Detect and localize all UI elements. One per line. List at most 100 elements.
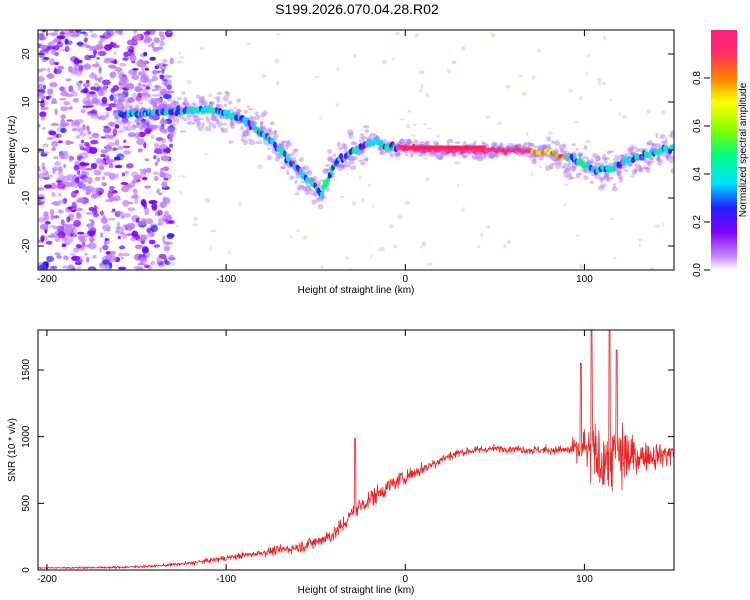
y-tick-label: 0 bbox=[21, 147, 32, 153]
spectral-speckle bbox=[63, 101, 71, 106]
spectral-halo bbox=[165, 103, 171, 108]
spectral-halo bbox=[558, 143, 566, 150]
spectral-halo bbox=[147, 99, 154, 105]
spectral-speckle bbox=[421, 241, 427, 247]
spectral-halo bbox=[538, 144, 545, 151]
spectral-halo bbox=[430, 151, 437, 155]
spectral-speckle bbox=[53, 45, 60, 51]
spectral-halo bbox=[202, 100, 208, 104]
spectral-halo bbox=[286, 141, 292, 148]
spectral-speckle bbox=[136, 122, 141, 126]
spectral-speckle bbox=[53, 30, 59, 33]
spectral-speckle bbox=[153, 37, 160, 44]
spectral-speckle bbox=[77, 266, 81, 270]
spectral-speckle bbox=[45, 171, 49, 176]
spectral-halo bbox=[601, 154, 607, 160]
spectral-speckle bbox=[53, 156, 59, 160]
spectral-speckle bbox=[218, 127, 223, 130]
spectral-halo bbox=[518, 143, 522, 147]
spectral-speckle bbox=[168, 143, 174, 148]
spectral-speckle bbox=[530, 172, 534, 177]
spectral-halo bbox=[124, 103, 131, 109]
spectral-halo bbox=[487, 152, 492, 159]
spectral-halo bbox=[341, 163, 346, 168]
spectral-speckle bbox=[94, 176, 101, 181]
spectral-speckle bbox=[50, 265, 58, 269]
spectral-speckle bbox=[119, 62, 127, 67]
spectral-speckle bbox=[63, 122, 70, 127]
spectral-speckle bbox=[140, 107, 148, 111]
spectral-speckle bbox=[454, 160, 460, 165]
spectral-speckle bbox=[49, 58, 55, 66]
spectral-speckle bbox=[101, 182, 107, 187]
spectral-speckle bbox=[70, 33, 80, 38]
spectral-speckle bbox=[183, 101, 186, 105]
spectral-halo bbox=[602, 157, 607, 161]
spectral-speckle bbox=[204, 198, 211, 204]
spectral-speckle bbox=[84, 168, 93, 171]
spectral-halo bbox=[655, 143, 661, 148]
spectral-speckle bbox=[144, 127, 152, 135]
x-tick-label: -200 bbox=[37, 574, 57, 585]
spectral-speckle bbox=[161, 138, 166, 144]
spectral-speckle bbox=[108, 173, 116, 180]
spectral-speckle bbox=[128, 40, 137, 45]
spectral-halo bbox=[397, 141, 403, 146]
spectral-speckle bbox=[56, 255, 62, 259]
spectral-halo bbox=[343, 159, 348, 163]
spectral-halo bbox=[634, 168, 640, 172]
spectral-halo bbox=[476, 152, 480, 156]
spectral-speckle bbox=[89, 146, 98, 154]
spectral-speckle bbox=[108, 103, 117, 108]
spectral-speckle bbox=[85, 44, 92, 49]
spectral-speckle bbox=[176, 60, 183, 64]
spectral-speckle bbox=[102, 125, 109, 128]
spectral-speckle bbox=[51, 140, 59, 148]
spectral-halo bbox=[594, 159, 599, 166]
spectral-halo bbox=[499, 142, 504, 146]
spectral-speckle bbox=[43, 36, 47, 40]
spectral-halo bbox=[208, 101, 214, 108]
spectral-halo bbox=[343, 143, 348, 150]
spectral-speckle bbox=[40, 235, 45, 242]
spectral-halo bbox=[611, 186, 618, 192]
spectral-speckle bbox=[124, 170, 129, 175]
spectral-halo bbox=[272, 129, 277, 136]
spectral-halo bbox=[596, 154, 601, 161]
spectral-speckle bbox=[97, 89, 105, 97]
spectral-speckle bbox=[113, 58, 118, 65]
spectral-halo bbox=[248, 140, 256, 146]
spectral-speckle bbox=[49, 82, 58, 88]
spectral-halo bbox=[290, 160, 297, 163]
spectral-speckle bbox=[157, 99, 164, 103]
spectral-speckle bbox=[518, 75, 523, 78]
spectral-speckle bbox=[161, 79, 169, 86]
spectral-speckle bbox=[109, 71, 117, 79]
spectral-speckle bbox=[603, 36, 606, 41]
spectral-speckle bbox=[109, 94, 114, 102]
spectral-halo bbox=[576, 152, 584, 157]
spectral-speckle bbox=[142, 234, 147, 242]
spectral-speckle bbox=[43, 56, 50, 60]
spectral-halo bbox=[364, 129, 370, 133]
spectral-speckle bbox=[85, 212, 94, 215]
spectral-speckle bbox=[141, 176, 148, 181]
spectral-halo bbox=[618, 176, 623, 183]
spectral-halo bbox=[212, 123, 217, 129]
spectral-speckle bbox=[168, 103, 176, 106]
spectral-speckle bbox=[130, 195, 140, 199]
spectral-halo bbox=[266, 147, 271, 150]
spectral-speckle bbox=[111, 44, 121, 49]
spectral-speckle bbox=[166, 84, 172, 90]
spectral-speckle bbox=[131, 230, 139, 238]
y-tick-label: 500 bbox=[21, 495, 32, 512]
spectral-halo bbox=[398, 139, 404, 145]
spectral-halo bbox=[322, 168, 329, 175]
spectral-speckle bbox=[123, 150, 131, 155]
spectral-speckle bbox=[395, 31, 401, 36]
spectral-speckle bbox=[526, 131, 529, 137]
spectral-halo bbox=[152, 101, 157, 106]
spectral-speckle bbox=[228, 107, 231, 110]
spectral-speckle bbox=[49, 208, 55, 216]
spectral-speckle bbox=[461, 207, 465, 212]
